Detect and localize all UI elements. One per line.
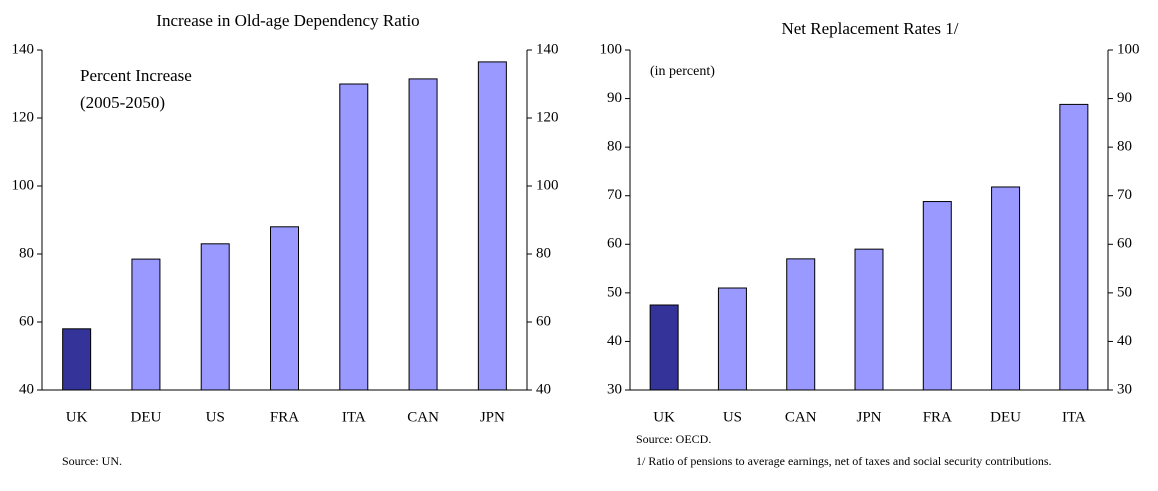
y2-tick-label: 60: [1117, 236, 1132, 252]
bar: [200, 243, 230, 391]
bar: [408, 78, 438, 391]
x-tick-label: DEU: [990, 409, 1021, 425]
bar: [1059, 103, 1089, 391]
y-tick-label: 140: [12, 41, 35, 57]
x-tick-label: UK: [66, 409, 88, 425]
x-tick-label: DEU: [131, 409, 162, 425]
x-tick-label: FRA: [923, 409, 952, 425]
y-tick-label: 50: [607, 284, 622, 300]
chart-title: Net Replacement Rates 1/: [781, 19, 958, 38]
bar: [922, 201, 952, 391]
y2-tick-label: 70: [1117, 187, 1132, 203]
y-tick-label: 40: [607, 333, 622, 349]
y-tick-label: 80: [607, 139, 622, 155]
y-tick-label: 90: [607, 90, 622, 106]
x-tick-label: FRA: [270, 409, 299, 425]
x-tick-label: CAN: [785, 409, 817, 425]
x-tick-label: US: [723, 409, 742, 425]
note: 1/ Ratio of pensions to average earnings…: [636, 454, 1052, 468]
bar: [270, 226, 299, 391]
x-tick-label: UK: [653, 409, 675, 425]
bar: [339, 83, 369, 391]
y-tick-label: 70: [607, 187, 622, 203]
note: Source: UN.: [62, 454, 122, 468]
bar: [62, 328, 92, 391]
annotation: (in percent): [650, 64, 715, 79]
y2-tick-label: 140: [536, 41, 559, 57]
x-tick-label: US: [206, 409, 225, 425]
y2-tick-label: 90: [1117, 90, 1132, 106]
y2-tick-label: 30: [1117, 381, 1132, 397]
y2-tick-label: 120: [536, 109, 559, 125]
y-tick-label: 30: [607, 381, 622, 397]
y-tick-label: 60: [19, 313, 34, 329]
y-tick-label: 120: [12, 109, 35, 125]
y2-tick-label: 50: [1117, 284, 1132, 300]
y-tick-label: 80: [19, 245, 34, 261]
annotation: (2005-2050): [80, 93, 165, 112]
y2-tick-label: 100: [1117, 41, 1140, 57]
x-tick-label: ITA: [342, 409, 366, 425]
y-tick-label: 100: [12, 177, 35, 193]
x-tick-label: JPN: [856, 409, 881, 425]
bar: [131, 258, 161, 391]
bar: [717, 287, 747, 391]
y2-tick-label: 60: [536, 313, 551, 329]
y2-tick-label: 100: [536, 177, 559, 193]
note: Source: OECD.: [636, 432, 712, 446]
bar: [991, 186, 1021, 391]
chart-title: Increase in Old-age Dependency Ratio: [156, 11, 419, 30]
bar: [649, 304, 679, 391]
y2-tick-label: 40: [536, 381, 551, 397]
bar: [854, 248, 884, 391]
y2-tick-label: 80: [1117, 139, 1132, 155]
y2-tick-label: 40: [1117, 333, 1132, 349]
x-tick-label: CAN: [407, 409, 439, 425]
x-tick-label: JPN: [480, 409, 505, 425]
bar: [477, 61, 507, 391]
y2-tick-label: 80: [536, 245, 551, 261]
annotation: Percent Increase: [80, 66, 192, 85]
x-tick-label: ITA: [1062, 409, 1086, 425]
bar: [786, 258, 816, 391]
y-tick-label: 60: [607, 236, 622, 252]
y-tick-label: 100: [600, 41, 623, 57]
y-tick-label: 40: [19, 381, 34, 397]
